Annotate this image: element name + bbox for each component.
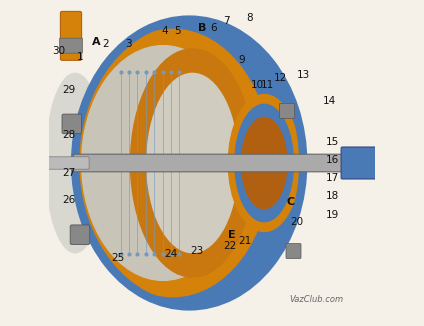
Text: 10: 10 xyxy=(251,80,264,90)
Text: 13: 13 xyxy=(297,70,310,80)
Ellipse shape xyxy=(81,46,245,280)
Text: 28: 28 xyxy=(62,130,75,140)
Text: 7: 7 xyxy=(223,16,230,26)
Text: B: B xyxy=(198,23,206,33)
Text: 24: 24 xyxy=(165,249,178,259)
Text: 20: 20 xyxy=(290,217,303,227)
Ellipse shape xyxy=(75,20,303,306)
Text: 5: 5 xyxy=(174,26,181,36)
Text: 23: 23 xyxy=(191,246,204,256)
Text: 19: 19 xyxy=(326,210,339,220)
Text: 18: 18 xyxy=(326,191,339,200)
Text: 8: 8 xyxy=(246,13,253,23)
FancyBboxPatch shape xyxy=(279,103,295,118)
Text: A: A xyxy=(92,37,100,47)
Text: C: C xyxy=(286,197,294,207)
Text: 1: 1 xyxy=(77,52,83,62)
Text: 30: 30 xyxy=(52,46,65,55)
FancyBboxPatch shape xyxy=(70,225,90,244)
Text: 3: 3 xyxy=(126,39,132,49)
FancyBboxPatch shape xyxy=(73,154,344,172)
Ellipse shape xyxy=(147,73,238,253)
Text: E: E xyxy=(228,230,235,240)
FancyBboxPatch shape xyxy=(341,147,377,179)
Text: 9: 9 xyxy=(238,55,245,65)
Ellipse shape xyxy=(228,95,300,231)
FancyBboxPatch shape xyxy=(59,38,83,53)
Text: 17: 17 xyxy=(326,173,339,183)
Ellipse shape xyxy=(235,104,293,222)
FancyBboxPatch shape xyxy=(60,11,81,60)
Text: VazClub.com: VazClub.com xyxy=(289,295,343,304)
Text: 25: 25 xyxy=(111,253,124,262)
FancyBboxPatch shape xyxy=(48,157,89,169)
Text: 21: 21 xyxy=(238,236,251,246)
Text: 11: 11 xyxy=(261,80,274,90)
Ellipse shape xyxy=(46,73,104,253)
Text: 6: 6 xyxy=(210,23,217,33)
Ellipse shape xyxy=(241,117,287,209)
Text: 29: 29 xyxy=(62,85,75,95)
Text: 15: 15 xyxy=(326,137,339,147)
Text: 27: 27 xyxy=(62,168,75,178)
Text: 26: 26 xyxy=(62,196,75,205)
FancyBboxPatch shape xyxy=(62,114,81,134)
Text: 14: 14 xyxy=(323,96,336,106)
Text: 2: 2 xyxy=(103,39,109,49)
Ellipse shape xyxy=(75,29,271,297)
Text: 22: 22 xyxy=(223,241,237,251)
Ellipse shape xyxy=(131,49,254,277)
Text: 12: 12 xyxy=(274,73,287,83)
FancyBboxPatch shape xyxy=(286,244,301,259)
Text: 4: 4 xyxy=(162,26,168,36)
Text: 16: 16 xyxy=(326,155,339,165)
